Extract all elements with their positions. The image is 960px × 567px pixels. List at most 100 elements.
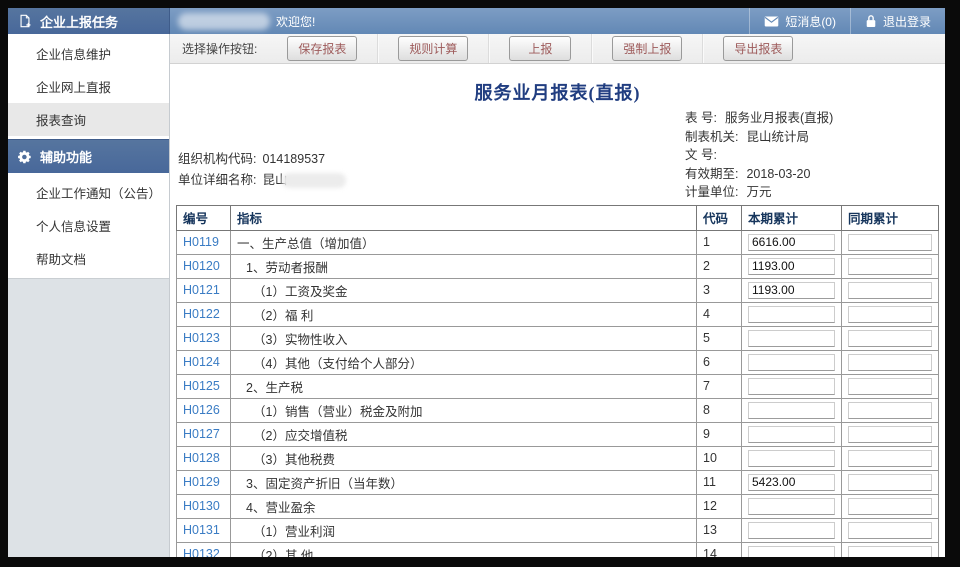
code-cell: 6 bbox=[696, 349, 742, 375]
indicator-cell: （2）其 他 bbox=[230, 541, 697, 557]
current-period-input[interactable] bbox=[748, 545, 835, 557]
indicator-cell: （1）工资及奖金 bbox=[230, 277, 697, 303]
toolbar-separator bbox=[591, 34, 593, 63]
current-period-input[interactable] bbox=[748, 305, 835, 323]
same-period-input[interactable] bbox=[848, 329, 932, 347]
indicator-cell: 3、固定资产折旧（当年数） bbox=[230, 469, 697, 495]
same-period-input[interactable] bbox=[848, 401, 932, 419]
row-id-link[interactable]: H0128 bbox=[176, 445, 231, 471]
sidebar-section-aux[interactable]: 辅助功能 bbox=[8, 139, 169, 173]
same-period-input[interactable] bbox=[848, 473, 932, 491]
sidebar-section-label: 辅助功能 bbox=[40, 150, 93, 165]
sidebar-primary-menu: 企业信息维护 企业网上直报报表查询 bbox=[8, 34, 169, 139]
same-period-cell bbox=[841, 277, 939, 303]
row-id-link[interactable]: H0122 bbox=[176, 301, 231, 327]
sidebar-item[interactable]: 企业网上直报 bbox=[36, 81, 112, 95]
same-period-cell bbox=[841, 349, 939, 375]
current-period-cell bbox=[741, 397, 842, 423]
toolbar-button[interactable]: 导出报表 bbox=[723, 36, 794, 61]
indicator-cell: 一、生产总值（增加值） bbox=[230, 229, 697, 255]
toolbar: 选择操作按钮: 保存报表 规则计算 上报 强制上报 导出报表 bbox=[170, 34, 945, 64]
current-period-input[interactable] bbox=[748, 401, 835, 419]
code-cell: 14 bbox=[696, 541, 742, 557]
table-row: H0120 1、劳动者报酬 2 bbox=[176, 253, 939, 279]
code-cell: 4 bbox=[696, 301, 742, 327]
indicator-cell: （2）应交增值税 bbox=[230, 421, 697, 447]
code-cell: 13 bbox=[696, 517, 742, 543]
row-id-link[interactable]: H0126 bbox=[176, 397, 231, 423]
row-id-link[interactable]: H0125 bbox=[176, 373, 231, 399]
report-area: 服务业月报表(直报) 组织机构代码: 014189537 单位详细名称: 昆山 表 … bbox=[170, 64, 945, 557]
sidebar-item[interactable]: 企业信息维护 bbox=[36, 48, 112, 62]
same-period-cell bbox=[841, 229, 939, 255]
same-period-input[interactable] bbox=[848, 305, 932, 323]
current-period-cell bbox=[741, 277, 842, 303]
meta-line: 有效期至: 2018-03-20 bbox=[685, 165, 933, 184]
toolbar-button[interactable]: 强制上报 bbox=[612, 36, 683, 61]
same-period-input[interactable] bbox=[848, 353, 932, 371]
current-period-input[interactable] bbox=[748, 449, 835, 467]
toolbar-button[interactable]: 上报 bbox=[509, 36, 572, 61]
row-id-link[interactable]: H0129 bbox=[176, 469, 231, 495]
app-title: 企业上报任务 bbox=[40, 14, 119, 30]
same-period-cell bbox=[841, 301, 939, 327]
sidebar-item[interactable]: 企业工作通知（公告） bbox=[36, 187, 162, 201]
current-period-input[interactable] bbox=[748, 233, 835, 251]
row-id-link[interactable]: H0123 bbox=[176, 325, 231, 351]
same-period-input[interactable] bbox=[848, 233, 932, 251]
row-id-link[interactable]: H0132 bbox=[176, 541, 231, 557]
indicator-cell: （1）营业利润 bbox=[230, 517, 697, 543]
row-id-link[interactable]: H0121 bbox=[176, 277, 231, 303]
current-period-input[interactable] bbox=[748, 521, 835, 539]
current-period-cell bbox=[741, 301, 842, 327]
same-period-input[interactable] bbox=[848, 377, 932, 395]
row-id-link[interactable]: H0119 bbox=[176, 229, 231, 255]
indicator-cell: 4、营业盈余 bbox=[230, 493, 697, 519]
indicator-cell: 2、生产税 bbox=[230, 373, 697, 399]
logout-button[interactable]: 退出登录 bbox=[849, 8, 945, 34]
current-period-input[interactable] bbox=[748, 281, 835, 299]
same-period-input[interactable] bbox=[848, 281, 932, 299]
topbar-right: 欢迎您! 短消息(0) 退出登录 bbox=[170, 8, 945, 34]
same-period-input[interactable] bbox=[848, 257, 932, 275]
current-period-input[interactable] bbox=[748, 377, 835, 395]
code-cell: 9 bbox=[696, 421, 742, 447]
row-id-link[interactable]: H0120 bbox=[176, 253, 231, 279]
org-info: 组织机构代码: 014189537 单位详细名称: 昆山 bbox=[178, 149, 346, 191]
current-period-cell bbox=[741, 445, 842, 471]
table-header-row: 编号 指标 代码 本期累计 同期累计 bbox=[176, 204, 939, 231]
current-period-input[interactable] bbox=[748, 497, 835, 515]
same-period-input[interactable] bbox=[848, 425, 932, 443]
current-period-input[interactable] bbox=[748, 329, 835, 347]
sidebar-item[interactable]: 报表查询 bbox=[8, 103, 169, 136]
current-period-input[interactable] bbox=[748, 473, 835, 491]
messages-button[interactable]: 短消息(0) bbox=[749, 8, 850, 34]
blurred-unit-name bbox=[281, 172, 346, 188]
code-cell: 11 bbox=[696, 469, 742, 495]
current-period-input[interactable] bbox=[748, 425, 835, 443]
code-cell: 3 bbox=[696, 277, 742, 303]
toolbar-button[interactable]: 规则计算 bbox=[398, 36, 469, 61]
current-period-input[interactable] bbox=[748, 353, 835, 371]
app-window: 企业上报任务 欢迎您! 短消息(0) 退出登录 企业信息维护 企业网上直报报表查询 bbox=[8, 8, 945, 557]
current-period-input[interactable] bbox=[748, 257, 835, 275]
same-period-input[interactable] bbox=[848, 545, 932, 557]
sidebar-item[interactable]: 帮助文档 bbox=[36, 253, 87, 267]
current-period-cell bbox=[741, 517, 842, 543]
row-id-link[interactable]: H0124 bbox=[176, 349, 231, 375]
row-id-link[interactable]: H0130 bbox=[176, 493, 231, 519]
meta-value: 服务业月报表(直报) bbox=[724, 111, 834, 125]
org-code-line: 组织机构代码: 014189537 bbox=[178, 149, 346, 170]
table-row: H0121 （1）工资及奖金 3 bbox=[176, 277, 939, 303]
current-period-cell bbox=[741, 253, 842, 279]
same-period-input[interactable] bbox=[848, 497, 932, 515]
same-period-input[interactable] bbox=[848, 449, 932, 467]
row-id-link[interactable]: H0127 bbox=[176, 421, 231, 447]
toolbar-button[interactable]: 保存报表 bbox=[287, 36, 358, 61]
sidebar-item[interactable]: 个人信息设置 bbox=[36, 220, 112, 234]
row-id-link[interactable]: H0131 bbox=[176, 517, 231, 543]
same-period-input[interactable] bbox=[848, 521, 932, 539]
toolbar-label: 选择操作按钮: bbox=[182, 42, 258, 56]
current-period-cell bbox=[741, 421, 842, 447]
